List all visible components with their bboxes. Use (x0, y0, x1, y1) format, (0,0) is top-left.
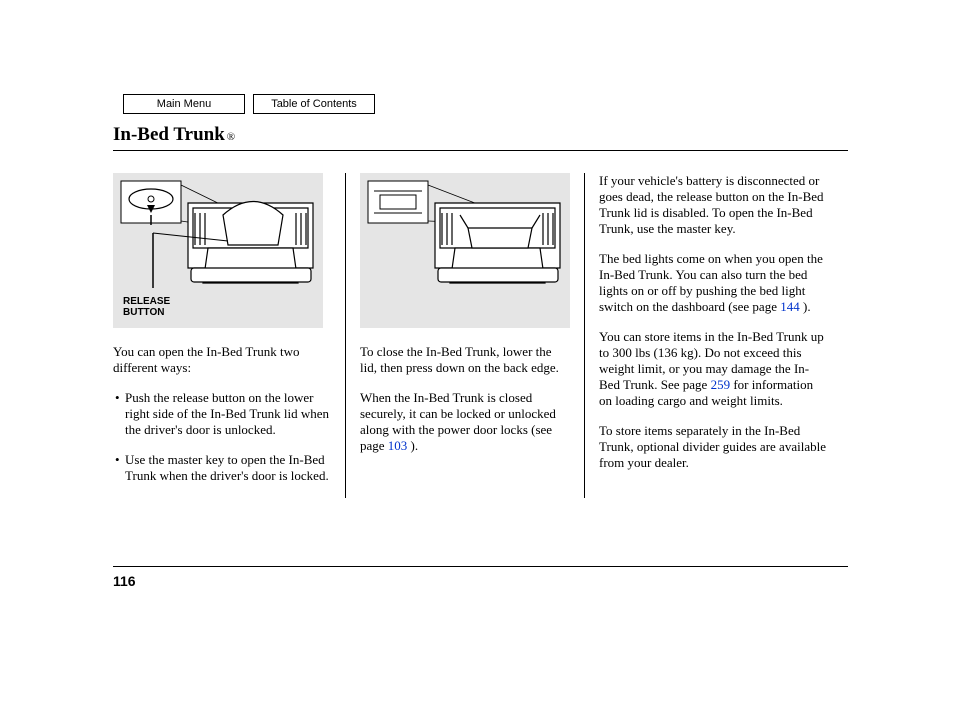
figure-label-line1: RELEASE (123, 296, 170, 307)
figure-close-trunk (360, 173, 570, 328)
figure-label-line2: BUTTON (123, 307, 164, 318)
bullet-2: Use the master key to open the In-Bed Tr… (125, 452, 331, 484)
figure-label: RELEASE BUTTON (123, 296, 170, 318)
col2-p1: To close the In-Bed Trunk, lower the lid… (360, 344, 570, 376)
page-ref-144[interactable]: 144 (780, 299, 800, 314)
page-ref-259[interactable]: 259 (711, 377, 731, 392)
col3-p1: If your vehicle's battery is disconnecte… (599, 173, 829, 237)
column-1: RELEASE BUTTON You can open the In-Bed T… (113, 173, 346, 498)
col2-p2-tail: ). (407, 438, 418, 453)
content-columns: RELEASE BUTTON You can open the In-Bed T… (113, 173, 848, 498)
page-ref-103[interactable]: 103 (388, 438, 408, 453)
col3-p4: To store items separately in the In-Bed … (599, 423, 829, 471)
bullet-1: Push the release button on the lower rig… (125, 390, 331, 438)
truck-illustration-2 (360, 173, 570, 328)
column-2: To close the In-Bed Trunk, lower the lid… (346, 173, 585, 498)
registered-mark: ® (227, 131, 235, 143)
col2-p2: When the In-Bed Trunk is closed securely… (360, 390, 570, 454)
col3-p2: The bed lights come on when you open the… (599, 251, 829, 315)
col3-p2-tail: ). (800, 299, 811, 314)
col1-bullets: Push the release button on the lower rig… (113, 390, 331, 484)
page-title: In-Bed Trunk (113, 124, 225, 146)
column-3: If your vehicle's battery is disconnecte… (585, 173, 829, 498)
title-row: In-Bed Trunk® (113, 124, 848, 151)
figure-release-button: RELEASE BUTTON (113, 173, 323, 328)
manual-page: Main Menu Table of Contents In-Bed Trunk… (113, 94, 848, 498)
col1-intro: You can open the In-Bed Trunk two differ… (113, 344, 331, 376)
page-number: 116 (113, 566, 848, 589)
main-menu-button[interactable]: Main Menu (123, 94, 245, 114)
toc-button[interactable]: Table of Contents (253, 94, 375, 114)
col3-p3: You can store items in the In-Bed Trunk … (599, 329, 829, 409)
nav-bar: Main Menu Table of Contents (123, 94, 848, 114)
